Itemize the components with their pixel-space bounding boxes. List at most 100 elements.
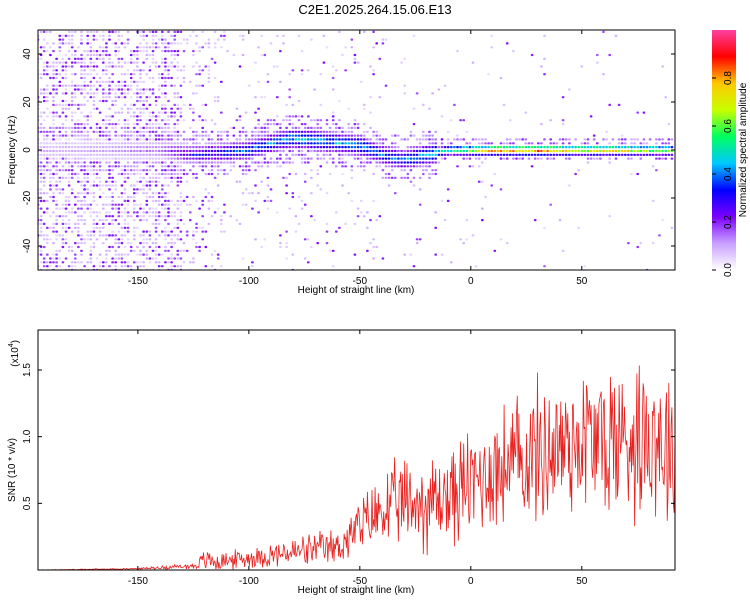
spectrogram-cell [176,226,180,229]
spectrogram-cell [164,199,167,202]
spectrogram-cell [154,126,158,129]
spectrogram-cell [387,165,391,168]
spectrogram-cell [111,261,114,264]
spectrogram-cell [74,157,77,160]
spectrogram-cell [39,192,43,195]
spectrogram-cell [344,130,347,133]
spectrogram-cell [297,130,301,133]
spectrogram-cell [164,230,167,233]
spectrogram-cell [201,130,204,133]
spectrogram-cell [61,146,65,149]
spectrogram-cell [204,103,208,106]
spectrogram-cell [387,146,391,149]
spectrogram-cell [42,265,46,268]
spectrogram-cell [52,165,55,168]
spectrogram-cell [359,157,363,160]
spectrogram-cell [108,57,111,60]
spectrogram-cell [58,161,62,164]
spectrogram-cell [524,153,528,156]
spectrogram-cell [114,138,117,141]
spectrogram-cell [294,215,298,218]
spectrogram-cell [310,169,313,172]
spectrogram-cell [390,176,394,179]
spectrogram-cell [161,142,164,145]
spectrogram-cell [83,138,86,141]
spectrogram-cell [139,80,142,83]
spectrogram-cell [61,65,65,68]
spectrogram-cell [58,34,62,37]
spectrogram-cell [120,157,124,160]
spectrogram-cell [46,161,49,164]
spectrogram-cell [210,153,214,156]
spectrogram-cell [359,138,363,141]
spectrogram-cell [136,46,139,49]
spectrogram-cell [630,149,633,153]
spectrogram-cell [512,142,515,145]
spectrogram-cell [49,76,52,80]
spectrogram-cell [381,257,385,260]
spectrogram-cell [154,149,158,153]
spectrogram-cell [170,115,173,118]
spectrogram-cell [279,165,282,168]
spectrogram-cell [310,38,313,41]
spectrogram-cell [353,142,357,145]
spectrogram-cell [390,134,394,137]
spectrogram-cell [133,172,136,176]
spectrogram-cell [148,169,152,172]
spectrogram-cell [434,172,437,176]
spectrogram-cell [257,134,260,137]
spectrogram-cell [77,126,80,129]
spectrogram-cell [390,142,394,145]
spectrogram-cell [102,153,105,156]
spectrogram-cell [148,119,152,122]
spectrogram-cell [89,142,93,145]
spectrogram-cell [114,184,117,187]
spectrogram-cell [238,115,242,118]
spectrogram-cell [446,130,450,133]
spectrogram-cell [272,65,276,68]
spectrogram-cell [80,123,83,126]
spectrogram-cell [192,92,195,95]
spectrogram-cell [114,142,117,145]
spectrogram-cell [530,53,534,57]
spectrogram-cell [363,30,366,33]
spectrogram-cell [614,157,618,160]
spectrogram-cell [639,242,643,245]
spectrogram-cell [406,138,410,141]
spectrogram-cell [61,57,65,60]
spectrogram-cell [170,165,173,168]
spectrogram-cell [524,138,528,141]
spectrogram-cell [114,134,117,137]
spectrogram-cell [359,161,363,164]
spectrogram-cell [658,146,661,149]
spectrogram-cell [220,161,223,164]
spectrogram-cell [151,153,155,156]
snr-y-tick-label: 1.0 [22,429,33,443]
spectrogram-cell [366,161,369,164]
spectrogram-cell [369,138,372,141]
spectrogram-cell [428,130,431,133]
spectrogram-cell [415,138,419,141]
spectrogram-cell [651,242,655,245]
spectrogram-cell [425,165,428,168]
spectrogram-cell [344,142,347,145]
spectrogram-cell [248,142,251,145]
spectrogram-cell [310,142,313,145]
spectrogram-cell [363,153,366,156]
spectrogram-cell [89,234,93,237]
spectrogram-cell [46,165,49,168]
spectrogram-cell [74,57,77,60]
spectrogram-cell [220,134,223,137]
spectrogram-cell [282,34,285,37]
spectrogram-cell [328,157,332,160]
spectrogram-cell [42,199,46,202]
spectrogram-cell [530,165,534,168]
spectrogram-cell [42,111,46,114]
spectrogram-cell [83,203,86,206]
spectrogram-cell [111,146,114,149]
spectrogram-cell [61,219,65,222]
spectrogram-cell [92,53,96,57]
colorbar-tick-label: 0.6 [723,119,734,133]
spectrogram-cell [145,172,149,176]
spectrogram-cell [167,172,170,176]
